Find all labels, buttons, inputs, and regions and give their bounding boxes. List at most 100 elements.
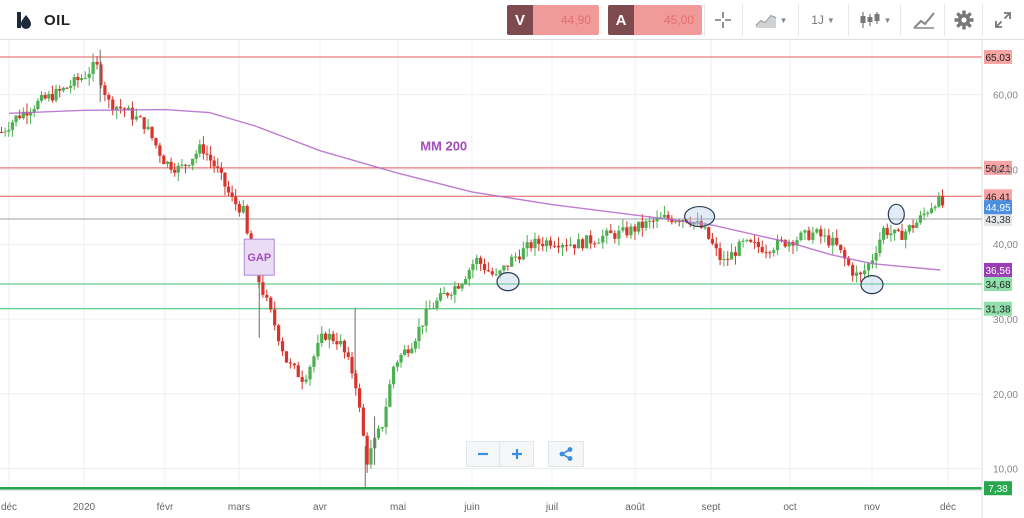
level-price-badge: [984, 50, 1012, 64]
y-tick-label: 40,00: [993, 240, 1018, 251]
buy-price: 45,00: [634, 5, 702, 35]
grid: [0, 40, 982, 490]
crosshair-icon: [715, 12, 731, 28]
candle-body: [831, 237, 835, 246]
highlight-ellipse: [887, 203, 905, 225]
price-chart[interactable]: 65,0350,2146,4143,3834,6831,387,3844,95 …: [0, 40, 1024, 518]
x-tick-label: févr: [157, 502, 174, 513]
candle-body: [449, 294, 453, 296]
candle-body: [525, 242, 529, 249]
toolbar-divider: [944, 4, 945, 36]
candle-body: [541, 243, 545, 247]
candle-body: [823, 235, 827, 237]
candle-body: [403, 349, 407, 355]
candle-body: [756, 241, 760, 248]
candle-body: [533, 238, 537, 249]
candle-body: [399, 354, 403, 363]
candle-body: [847, 258, 851, 266]
candle-body: [284, 351, 289, 363]
candle-body: [29, 112, 33, 116]
candle-body: [350, 356, 354, 374]
sell-button[interactable]: V 44,90: [507, 5, 599, 35]
toolbar-divider: [900, 4, 901, 36]
candle-body: [165, 161, 170, 165]
candle-body: [43, 95, 47, 99]
candle-body: [839, 244, 843, 251]
candle-body: [537, 238, 541, 244]
candle-body: [609, 230, 613, 234]
highlight-ellipse: [496, 272, 520, 292]
candle-body: [300, 377, 304, 382]
candle-body: [502, 265, 506, 271]
candle-body: [577, 239, 581, 249]
candle-body: [613, 233, 617, 239]
candle-body: [191, 158, 195, 166]
candle-body: [517, 256, 522, 260]
candle-body: [460, 284, 464, 289]
y-tick-label: 30,00: [993, 315, 1018, 326]
candle-body: [835, 237, 839, 245]
candle-body: [201, 144, 206, 154]
candle-body: [327, 333, 331, 340]
candle-body: [357, 388, 362, 408]
chart-type-button[interactable]: ▼: [746, 0, 796, 40]
candle-body: [304, 379, 308, 382]
candle-body: [859, 272, 863, 275]
candle-body: [904, 231, 908, 240]
candlestick-icon: [860, 12, 880, 28]
candle-body: [446, 293, 450, 296]
candle-body: [316, 342, 320, 357]
ma-price-label: 36,56: [985, 266, 1010, 277]
candle-body: [900, 230, 904, 240]
candle-body: [320, 333, 324, 343]
settings-button[interactable]: [948, 0, 980, 40]
zoom-controls: [466, 441, 534, 467]
candle-body: [601, 235, 605, 243]
candle-body: [737, 241, 741, 256]
candle-body: [922, 213, 926, 216]
candle-body: [138, 116, 142, 118]
candle-body: [79, 78, 84, 81]
candle-body: [568, 244, 573, 246]
candle-body: [219, 167, 223, 173]
candle-body: [729, 252, 734, 260]
candle-body: [651, 220, 655, 222]
candle-body: [807, 230, 811, 240]
candle-body: [438, 293, 443, 301]
level-price-badge: [984, 481, 1012, 496]
fullscreen-button[interactable]: [986, 0, 1020, 40]
candle-body: [442, 293, 446, 295]
candle-style-button[interactable]: ▼: [852, 0, 898, 40]
candle-body: [61, 87, 65, 91]
candle-body: [827, 235, 831, 246]
settings-icon: [954, 10, 974, 30]
candle-body: [150, 126, 154, 139]
candle-body: [703, 227, 707, 229]
candle-body: [413, 341, 417, 349]
candle-body: [510, 256, 514, 267]
period-selector[interactable]: 1J ▼: [802, 0, 844, 40]
highlight-ellipse: [860, 275, 884, 295]
draw-tools-icon: [913, 12, 935, 29]
candle-body: [889, 233, 893, 236]
zoom-out-button[interactable]: [466, 441, 500, 467]
candle-body: [424, 308, 428, 326]
candle-body: [223, 172, 227, 187]
crosshair-button[interactable]: [706, 0, 740, 40]
candle-body: [134, 116, 138, 120]
candle-body: [380, 427, 384, 429]
share-button[interactable]: [548, 441, 584, 467]
candle-body: [25, 111, 29, 116]
candle-body: [176, 165, 180, 173]
draw-tools-button[interactable]: [906, 0, 942, 40]
y-tick-label: 60,00: [993, 91, 1018, 102]
candle-body: [269, 297, 273, 310]
buy-button[interactable]: A 45,00: [608, 5, 702, 35]
zoom-in-button[interactable]: [500, 441, 534, 467]
x-tick-label: 2020: [73, 502, 96, 513]
candle-body: [564, 245, 569, 247]
moving-average: 36,56: [8, 108, 1012, 277]
candle-body: [126, 107, 131, 110]
candle-body: [212, 160, 216, 167]
candle-body: [87, 73, 91, 78]
